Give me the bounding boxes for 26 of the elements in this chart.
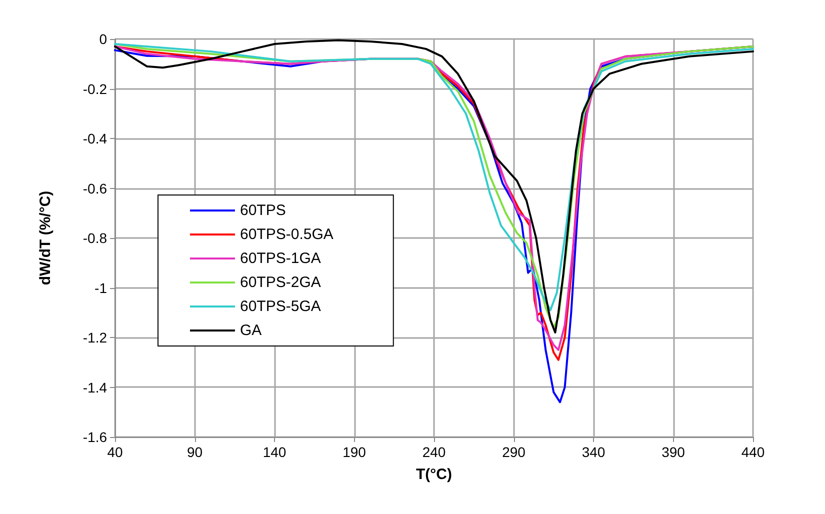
y-tick-label: 0	[99, 31, 108, 47]
legend-label: 60TPS-5GA	[240, 298, 321, 315]
y-tick-label: -0.4	[82, 130, 108, 146]
y-tick-label: -1.2	[82, 330, 108, 346]
legend-label: 60TPS-1GA	[240, 250, 321, 267]
x-tick-label: 440	[741, 444, 765, 460]
legend-label: 60TPS-0.5GA	[240, 226, 334, 243]
y-tick-label: -1	[94, 280, 108, 296]
legend-label: 60TPS-2GA	[240, 274, 321, 291]
y-tick-label: -0.6	[82, 180, 108, 196]
y-tick-label: -1.4	[82, 379, 108, 396]
x-tick-label: 90	[186, 444, 203, 460]
x-tick-label: 190	[342, 444, 366, 460]
y-axis-title: dW/dT (%/°C)	[37, 190, 54, 286]
legend-label: GA	[240, 322, 262, 339]
y-tick-label: -1.6	[82, 429, 108, 445]
x-tick-label: 40	[107, 444, 123, 460]
y-tick-label: -0.2	[82, 80, 108, 97]
x-tick-label: 290	[502, 444, 526, 460]
x-tick-label: 390	[662, 444, 686, 460]
x-axis-title: T(°C)	[416, 466, 452, 483]
y-tick-label: -0.8	[82, 230, 108, 246]
x-tick-label: 140	[262, 444, 286, 460]
x-tick-label: 340	[582, 444, 606, 460]
x-tick-label: 240	[422, 444, 446, 460]
legend-label: 60TPS	[240, 202, 286, 219]
